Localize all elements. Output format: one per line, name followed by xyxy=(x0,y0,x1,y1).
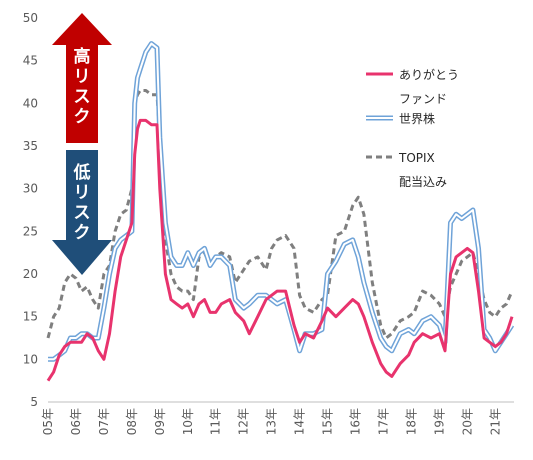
high-risk-arrow: 高リスク xyxy=(52,13,112,143)
x-tick-label: 12年 xyxy=(237,408,251,435)
legend-item-world-stocks: 世界株 xyxy=(366,111,435,126)
y-tick-label: 50 xyxy=(23,11,38,25)
y-tick-label: 40 xyxy=(23,96,38,110)
x-tick-label: 08年 xyxy=(125,408,139,435)
x-tick-label: 11年 xyxy=(209,408,223,435)
x-tick-label: 06年 xyxy=(69,408,83,435)
x-axis-ticks: 05年 06年 07年 08年 09年 10年 11年 12年 13年 14年 15年 16年 17年 1… xyxy=(41,408,502,435)
series-arigatou-fund-line xyxy=(46,118,514,382)
series-layer xyxy=(46,41,515,382)
legend-label: TOPIX 配当込み xyxy=(398,151,447,189)
y-tick-label: 45 xyxy=(23,54,38,68)
y-tick-label: 25 xyxy=(23,224,38,238)
y-tick-label: 15 xyxy=(23,310,38,324)
x-tick-label: 05年 xyxy=(41,408,55,435)
high-risk-label: 高リスク xyxy=(74,46,91,127)
x-tick-label: 09年 xyxy=(153,408,167,435)
legend-item-arigatou-fund: ありがとうファンド xyxy=(366,67,459,106)
x-tick-label: 19年 xyxy=(432,408,446,435)
x-tick-label: 13年 xyxy=(265,408,279,435)
series-topix-line xyxy=(46,89,514,340)
y-axis-ticks: 5 10 15 20 25 30 35 40 45 50 xyxy=(23,11,38,409)
x-tick-label: 17年 xyxy=(376,408,390,435)
low-risk-arrow: 低リスク xyxy=(52,150,112,275)
x-tick-label: 15年 xyxy=(321,408,335,435)
x-tick-label: 16年 xyxy=(348,408,362,435)
y-tick-label: 30 xyxy=(23,182,38,196)
x-tick-label: 21年 xyxy=(488,408,502,435)
legend-label: ありがとうファンド xyxy=(399,67,459,106)
y-tick-label: 35 xyxy=(23,139,38,153)
y-tick-label: 5 xyxy=(30,395,38,409)
legend-item-topix: TOPIX 配当込み xyxy=(366,151,447,189)
x-tick-label: 14年 xyxy=(293,408,307,435)
x-tick-label: 10年 xyxy=(181,408,195,435)
high-risk-arrow-shape xyxy=(52,13,112,143)
low-risk-label: 低リスク xyxy=(73,162,91,243)
y-tick-label: 10 xyxy=(23,352,38,366)
low-risk-arrow-shape xyxy=(52,150,112,275)
x-tick-label: 20年 xyxy=(460,408,474,435)
y-tick-label: 20 xyxy=(23,267,38,281)
x-tick-label: 07年 xyxy=(97,408,111,435)
x-tick-label: 18年 xyxy=(404,408,418,435)
series-world-stocks-line-inner xyxy=(48,42,513,361)
legend-label: 世界株 xyxy=(399,111,435,126)
